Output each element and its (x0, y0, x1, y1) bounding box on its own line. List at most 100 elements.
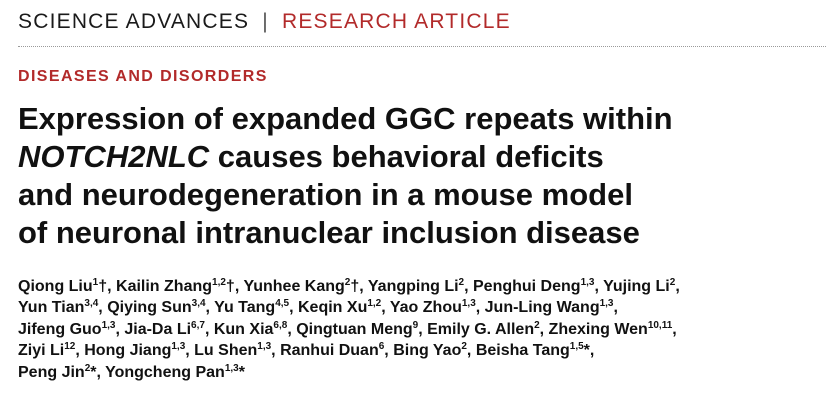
author-list: Qiong Liu1†, Kailin Zhang1,2†, Yunhee Ka… (18, 276, 823, 383)
author-line: Ziyi Li12, Hong Jiang1,3, Lu Shen1,3, Ra… (18, 340, 823, 361)
author-affiliation: 2 (458, 277, 465, 288)
author-separator: , (96, 363, 106, 381)
author[interactable]: Lu Shen1,3 (194, 341, 272, 360)
author[interactable]: Hong Jiang1,3 (84, 342, 185, 360)
author-affiliation: 9 (412, 319, 419, 331)
author-separator: , (464, 278, 473, 295)
author-name: Yun Tian (18, 299, 85, 317)
author-affiliation: 2 (669, 277, 676, 288)
author-separator: , (613, 299, 618, 317)
author-name: Yujing Li (603, 278, 670, 295)
author[interactable]: Yu Tang4,5 (214, 298, 290, 317)
section-label: DISEASES AND DISORDERS (18, 68, 268, 85)
author-affiliation: 1,3 (101, 319, 116, 331)
author-name: Hong Jiang (84, 342, 172, 360)
header-separator: | (262, 10, 269, 33)
author[interactable]: Peng Jin2* (18, 363, 96, 381)
author-affiliation: 6,8 (273, 319, 288, 331)
author-name: Jifeng Guo (18, 320, 102, 338)
author-affiliation: 1,3 (461, 298, 476, 310)
author-name: Penghui Deng (473, 278, 581, 295)
author[interactable]: Keqin Xu1,2 (298, 298, 382, 317)
title-line-3: and neurodegeneration in a mouse model (18, 177, 633, 212)
author-name: Jun-Ling Wang (484, 299, 600, 317)
author-name: Qingtuan Meng (296, 320, 413, 338)
title-line-2-rest: causes behavioral deficits (209, 139, 604, 174)
author-affiliation: 1,3 (257, 341, 272, 353)
author[interactable]: Kailin Zhang1,2† (116, 277, 235, 296)
author-separator: , (287, 320, 297, 338)
author[interactable]: Qiying Sun3,4 (107, 298, 206, 317)
author-affiliation: 2 (344, 277, 351, 288)
author[interactable]: Penghui Deng1,3 (473, 278, 594, 296)
author-affiliation: 3,4 (191, 298, 206, 310)
author-name: Kailin Zhang (116, 278, 213, 295)
author[interactable]: Ziyi Li12 (18, 341, 76, 360)
author[interactable]: Jia-Da Li6,7 (124, 319, 205, 338)
gene-name: NOTCH2NLC (18, 139, 210, 174)
author-affiliation: 2 (534, 319, 540, 331)
author-affiliation: 1,2 (212, 277, 226, 288)
title-line-1: Expression of expanded GGC repeats withi… (18, 101, 673, 136)
author-separator: , (539, 320, 549, 338)
author[interactable]: Jifeng Guo1,3 (18, 319, 116, 338)
author-line: Qiong Liu1†, Kailin Zhang1,2†, Yunhee Ka… (18, 276, 823, 297)
author-separator: , (418, 320, 428, 338)
author-affiliation: 6,7 (191, 319, 205, 331)
journal-header: SCIENCE ADVANCES | RESEARCH ARTICLE (18, 10, 511, 34)
author-name: Emily G. Allen (427, 320, 535, 338)
author-separator: , (234, 278, 244, 295)
author-separator: , (675, 278, 680, 295)
corresponding-author-mark: * (583, 342, 590, 360)
author[interactable]: Yun Tian3,4 (18, 298, 99, 317)
author-affiliation: 12 (64, 341, 76, 353)
author-name: Lu Shen (194, 342, 258, 360)
author[interactable]: Yangping Li2 (367, 277, 465, 296)
author-separator: , (594, 278, 604, 295)
author-line: Peng Jin2*, Yongcheng Pan1,3* (18, 362, 823, 383)
author-separator: , (589, 342, 595, 360)
author-name: Keqin Xu (298, 299, 368, 317)
author-name: Ranhui Duan (280, 342, 379, 360)
author-name: Beisha Tang (475, 342, 570, 360)
article-type: RESEARCH ARTICLE (281, 10, 511, 33)
author-separator: , (672, 320, 677, 338)
author-separator: , (185, 342, 195, 360)
author-affiliation: 4,5 (275, 298, 290, 310)
author-name: Kun Xia (213, 320, 274, 338)
author-separator: , (359, 278, 368, 295)
author-affiliation: 2 (461, 341, 467, 353)
author-name: Qiong Liu (18, 278, 93, 295)
author-affiliation: 1,2 (367, 298, 382, 310)
author-line: Jifeng Guo1,3, Jia-Da Li6,7, Kun Xia6,8,… (18, 319, 823, 340)
title-line-4: of neuronal intranuclear inclusion disea… (18, 215, 640, 250)
author-name: Yangping Li (367, 278, 459, 295)
author[interactable]: Ranhui Duan6 (280, 342, 384, 360)
author-separator: , (384, 342, 394, 360)
author-affiliation: 1,5 (569, 341, 584, 353)
author-affiliation: 10,11 (647, 319, 673, 331)
author[interactable]: Qiong Liu1† (18, 278, 108, 296)
author[interactable]: Jun-Ling Wang1,3 (484, 299, 614, 317)
equal-contribution-mark: † (98, 278, 108, 295)
author-line: Yun Tian3,4, Qiying Sun3,4, Yu Tang4,5, … (18, 297, 823, 318)
author-name: Yunhee Kang (243, 278, 345, 295)
author[interactable]: Yao Zhou1,3 (390, 298, 476, 317)
author[interactable]: Emily G. Allen2 (427, 319, 540, 338)
author[interactable]: Yongcheng Pan1,3* (105, 363, 245, 381)
author-separator: , (115, 320, 125, 338)
equal-contribution-mark: † (350, 278, 360, 295)
corresponding-author-mark: * (238, 363, 245, 381)
journal-name[interactable]: SCIENCE ADVANCES (18, 10, 250, 33)
author[interactable]: Zhexing Wen10,11 (548, 319, 673, 338)
author[interactable]: Qingtuan Meng9 (296, 319, 419, 338)
author-separator: , (98, 299, 108, 317)
author[interactable]: Bing Yao2 (393, 341, 467, 360)
author[interactable]: Yujing Li2 (603, 277, 676, 296)
author[interactable]: Beisha Tang1,5* (475, 341, 590, 360)
author-name: Zhexing Wen (548, 320, 648, 338)
author-affiliation: 3,4 (84, 298, 99, 310)
author[interactable]: Yunhee Kang2† (243, 277, 360, 296)
author[interactable]: Kun Xia6,8 (213, 319, 288, 338)
author-separator: , (475, 299, 485, 317)
